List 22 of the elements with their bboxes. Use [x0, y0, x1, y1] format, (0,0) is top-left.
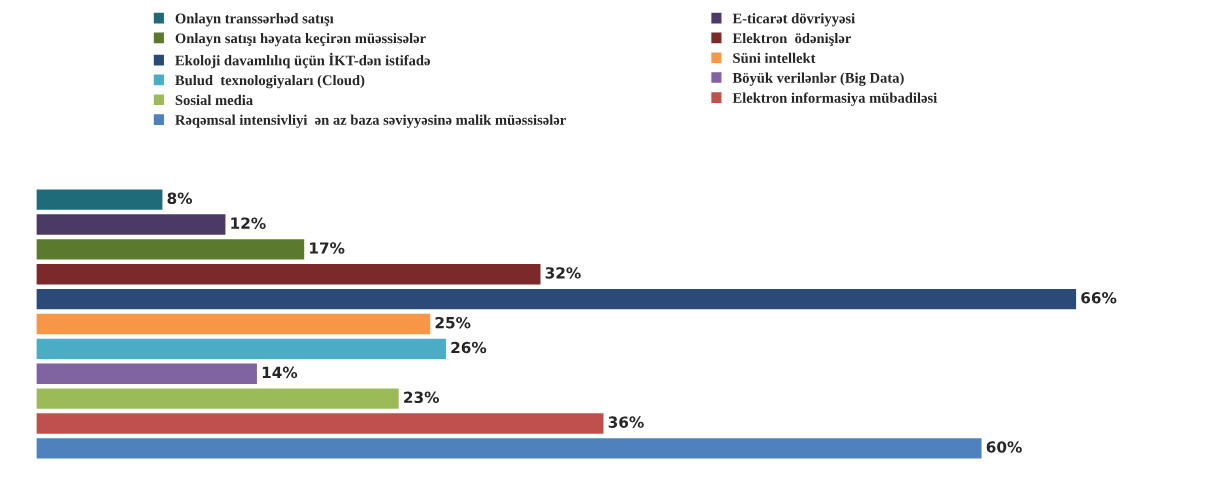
legend-label: Sosial media	[175, 94, 253, 106]
data-label: 14%	[262, 366, 298, 379]
legend-label: Süni intellekt	[733, 52, 816, 64]
legend-label: Rəqəmsal intensivliyi ən az baza səviyyəsinə malik müəssisələr	[175, 114, 566, 128]
legend-label: Elektron ödənişlər	[732, 32, 851, 47]
legend-label: Böyük verilənlər (Big Data)	[732, 72, 904, 86]
legend-label: Ekoloji davamlılıq üçün İKT-dən istifadə	[175, 52, 430, 69]
legend-label: E-ticarət dövriyyəsi	[732, 13, 855, 27]
data-label: 8%	[167, 192, 193, 205]
legend-label: Onlayn satışı həyata keçirən müəssisələr	[175, 32, 426, 47]
data-label: 60%	[986, 441, 1022, 453]
data-label: 12%	[231, 217, 266, 229]
data-label: 36%	[608, 416, 644, 428]
data-label: 25%	[435, 316, 471, 329]
legend-label: Onlayn transsərhəd satışı	[175, 13, 334, 27]
data-label: 17%	[310, 242, 345, 254]
data-label: 32%	[545, 267, 581, 279]
legend-label: Elektron informasiya mübadiləsi	[732, 92, 937, 106]
data-label: 26%	[451, 341, 487, 354]
data-label: 66%	[1081, 292, 1117, 304]
data-label: 23%	[404, 391, 439, 404]
legend-label: Bulud texnologiyaları (Cloud)	[175, 74, 365, 89]
